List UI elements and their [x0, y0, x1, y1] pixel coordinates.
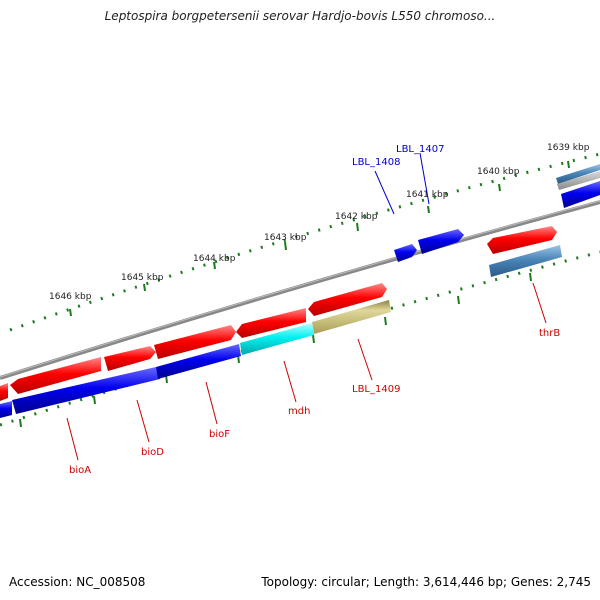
label-connector	[419, 152, 430, 205]
gene-arrow[interactable]	[156, 344, 241, 379]
major-tick	[93, 395, 96, 405]
gene-arrow[interactable]	[12, 367, 160, 414]
gene-arrow[interactable]	[418, 229, 464, 254]
label-connector	[205, 381, 218, 425]
gene-label: mdh	[288, 406, 310, 417]
chromosome-backbone	[0, 200, 600, 380]
major-tick	[427, 205, 430, 214]
reverse-gene-track	[0, 164, 600, 418]
label-connector	[283, 360, 297, 403]
tick-label: 1644 kbp	[193, 254, 236, 264]
gene-arrow[interactable]	[556, 164, 600, 184]
label-connector	[532, 282, 547, 324]
label-connectors	[66, 152, 547, 461]
label-connector	[66, 417, 79, 461]
tick-label: 1643 kbp	[264, 233, 307, 243]
gene-label: bioD	[141, 447, 164, 458]
major-tick	[143, 283, 146, 292]
inner-tick-ring	[0, 250, 600, 428]
major-tick	[284, 241, 287, 251]
tick-label: 1642 kbp	[335, 212, 378, 222]
major-tick	[384, 316, 387, 326]
gene-arrow[interactable]	[240, 323, 314, 355]
gene-arrow[interactable]	[561, 181, 600, 208]
gene-arrow[interactable]	[0, 383, 8, 401]
accession-text: Accession: NC_008508	[9, 575, 146, 589]
gene-arrow[interactable]	[308, 283, 387, 316]
gene-label: LBL_1408	[352, 157, 400, 168]
gene-label: bioA	[69, 465, 91, 476]
major-tick	[457, 295, 460, 305]
gene-arrow[interactable]	[489, 245, 562, 277]
major-tick	[498, 183, 501, 192]
gene-label: LBL_1409	[352, 384, 400, 395]
gene-arrow[interactable]	[312, 300, 391, 334]
map-title: Leptospira borgpetersenii serovar Hardjo…	[104, 9, 496, 23]
major-tick	[567, 160, 570, 169]
gene-label: thrB	[539, 328, 560, 339]
outer-tick-ring	[9, 152, 600, 332]
gene-label: bioF	[209, 429, 230, 440]
chromosome-backbone-highlight	[0, 200, 600, 378]
label-connector	[374, 170, 395, 215]
major-tick	[312, 334, 315, 344]
gene-arrow[interactable]	[394, 244, 417, 262]
tick-label: 1639 kbp	[547, 143, 590, 153]
gene-arrow[interactable]	[154, 325, 236, 359]
tick-label: 1640 kbp	[477, 167, 520, 177]
tick-label: 1645 kbp	[121, 273, 164, 283]
genome-summary-text: Topology: circular; Length: 3,614,446 bp…	[261, 575, 591, 589]
gene-arrow[interactable]	[104, 346, 156, 371]
forward-gene-track	[0, 226, 557, 401]
gene-arrow[interactable]	[236, 308, 306, 338]
gene-arrow[interactable]	[557, 171, 600, 190]
major-tick	[529, 272, 532, 282]
major-tick	[19, 418, 22, 428]
major-tick	[213, 261, 216, 270]
gene-arrow[interactable]	[10, 357, 101, 394]
gene-arrow[interactable]	[487, 226, 557, 254]
major-tick	[69, 308, 72, 317]
tick-label: 1646 kbp	[49, 292, 92, 302]
label-connector	[357, 338, 373, 381]
label-connector	[136, 399, 150, 443]
gene-label: LBL_1407	[396, 144, 444, 155]
gene-arrow[interactable]	[0, 401, 12, 418]
major-tick	[356, 222, 359, 232]
